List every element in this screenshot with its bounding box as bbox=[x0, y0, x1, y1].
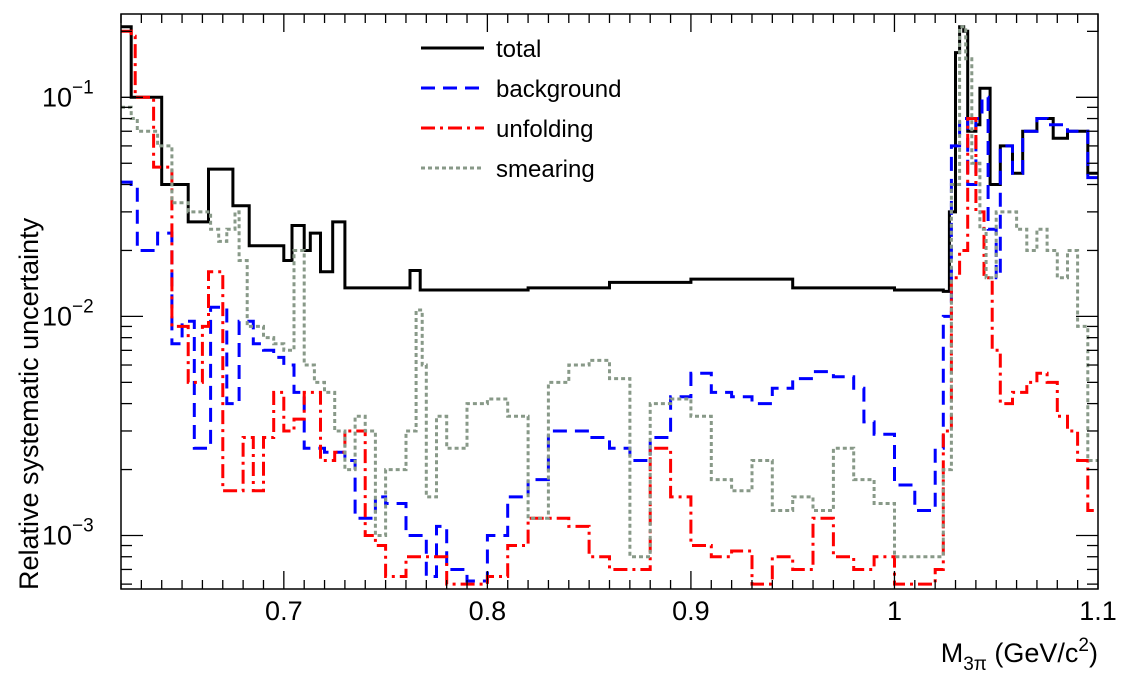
y-axis-title: Relative systematic uncertainty bbox=[14, 217, 44, 590]
y-tick-label-exponent: −3 bbox=[72, 516, 94, 537]
legend-label-background: background bbox=[496, 76, 621, 103]
x-tick-label: 0.8 bbox=[469, 596, 507, 626]
legend: total background unfolding smearing bbox=[421, 36, 621, 183]
x-tick-label: 1 bbox=[887, 596, 902, 626]
series-unfolding bbox=[121, 29, 1098, 586]
y-tick-label-exponent: −2 bbox=[72, 296, 94, 317]
series-smearing bbox=[121, 25, 1098, 559]
legend-label-smearing: smearing bbox=[496, 156, 595, 183]
x-axis-title-subscript: 3π bbox=[963, 654, 987, 675]
y-tick-label: 10 bbox=[42, 521, 72, 551]
series-background bbox=[121, 95, 1098, 583]
y-tick-label-exponent: −1 bbox=[72, 77, 94, 98]
x-tick-label: 0.7 bbox=[265, 596, 303, 626]
y-tick-label: 10 bbox=[42, 301, 72, 331]
x-tick-label: 0.9 bbox=[672, 596, 710, 626]
x-axis-title: M3π (GeV/c2) bbox=[941, 635, 1098, 675]
x-tick-label: 1.1 bbox=[1079, 596, 1117, 626]
ticks-layer bbox=[120, 14, 1099, 589]
legend-label-total: total bbox=[496, 36, 541, 63]
y-tick-label: 10 bbox=[42, 82, 72, 112]
x-axis-title-superscript: 2 bbox=[1078, 635, 1089, 656]
legend-label-unfolding: unfolding bbox=[496, 116, 593, 143]
tick-labels-layer: 0.7 0.8 0.9 1 1.110−310−210−1 bbox=[42, 77, 1117, 626]
series-layer bbox=[121, 25, 1098, 586]
